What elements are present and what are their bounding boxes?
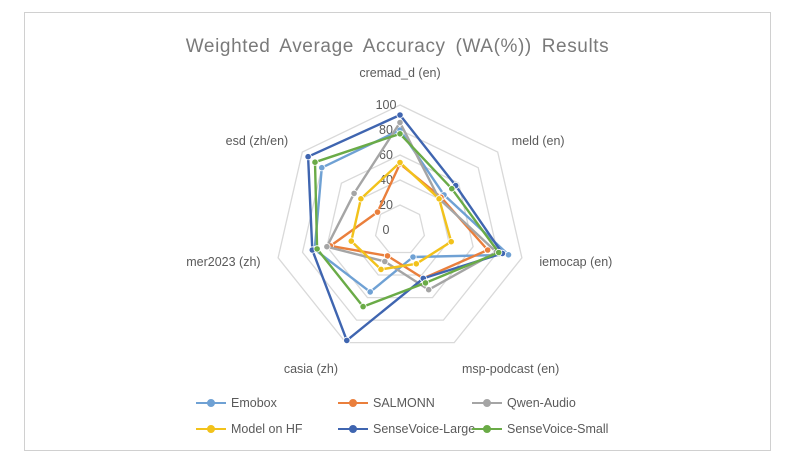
series-sensevoice-large (304, 111, 506, 344)
legend-label: Emobox (231, 396, 277, 410)
legend-swatch (196, 424, 226, 434)
data-point (396, 118, 404, 127)
data-point (383, 252, 392, 260)
axis-label-5: mer2023 (zh) (186, 255, 260, 269)
data-point (421, 279, 430, 287)
data-point (396, 111, 404, 119)
data-point (409, 253, 417, 261)
legend-swatch (338, 424, 368, 434)
data-point (357, 195, 365, 203)
legend-item: Qwen-Audio (472, 396, 576, 410)
axis-labels: cremad_d (en) meld (en) iemocap (en) msp-po… (186, 66, 612, 376)
series-model-on-hf (347, 158, 455, 273)
tick-label: 100 (376, 98, 397, 112)
legend-swatch (196, 398, 226, 408)
data-point (447, 238, 455, 246)
legend-label: SenseVoice-Large (373, 422, 476, 436)
series-line (329, 162, 489, 280)
series-line (313, 132, 500, 308)
legend-label: SenseVoice-Small (507, 422, 609, 436)
series-line (313, 128, 510, 294)
axis-label-0: cremad_d (en) (359, 66, 440, 80)
tick-label: 80 (379, 123, 393, 137)
data-point (448, 185, 456, 193)
data-point (343, 336, 351, 344)
data-point (313, 245, 321, 253)
series-line (306, 113, 504, 342)
grid-ring-80 (301, 129, 499, 321)
grid-ring-100 (277, 104, 523, 344)
data-point (484, 246, 492, 254)
tick-label: 0 (383, 223, 390, 237)
data-point (318, 164, 326, 172)
axis-label-1: meld (en) (512, 134, 565, 148)
series-line (350, 161, 453, 271)
data-point (311, 158, 319, 166)
legend-item: Model on HF (196, 422, 303, 436)
data-point (396, 158, 404, 167)
series-sensevoice-small (311, 130, 503, 311)
data-point (304, 153, 312, 161)
series-lines (304, 111, 513, 344)
legend-item: Emobox (196, 396, 277, 410)
legend-item: SenseVoice-Small (472, 422, 608, 436)
data-point (323, 243, 331, 251)
data-point (347, 237, 355, 245)
data-point (425, 286, 433, 294)
legend-label: Qwen-Audio (507, 396, 576, 410)
legend-item: SALMONN (338, 396, 435, 410)
legend-label: Model on HF (231, 422, 303, 436)
grid-ring-20 (374, 204, 426, 254)
data-point (412, 260, 420, 268)
data-point (504, 251, 513, 259)
data-point (377, 265, 385, 273)
chart-title: Weighted Average Accuracy (WA(%)) Result… (185, 36, 610, 57)
chart-frame (24, 12, 771, 451)
data-point (396, 130, 404, 138)
axis-label-3: msp-podcast (en) (462, 362, 559, 376)
series-line (325, 121, 498, 291)
radar-grid (277, 104, 523, 344)
axis-label-6: esd (zh/en) (226, 134, 289, 148)
data-point (350, 189, 358, 197)
data-point (495, 248, 503, 257)
data-point (435, 195, 443, 203)
legend-swatch (472, 398, 502, 408)
legend-item: SenseVoice-Large (338, 422, 475, 436)
data-point (359, 302, 367, 311)
data-point (366, 288, 374, 296)
legend-swatch (472, 424, 502, 434)
legend-label: SALMONN (373, 396, 435, 410)
legend-swatch (338, 398, 368, 408)
axis-label-4: casia (zh) (284, 362, 338, 376)
axis-label-2: iemocap (en) (539, 255, 612, 269)
data-point (373, 208, 382, 216)
data-point (381, 257, 389, 266)
